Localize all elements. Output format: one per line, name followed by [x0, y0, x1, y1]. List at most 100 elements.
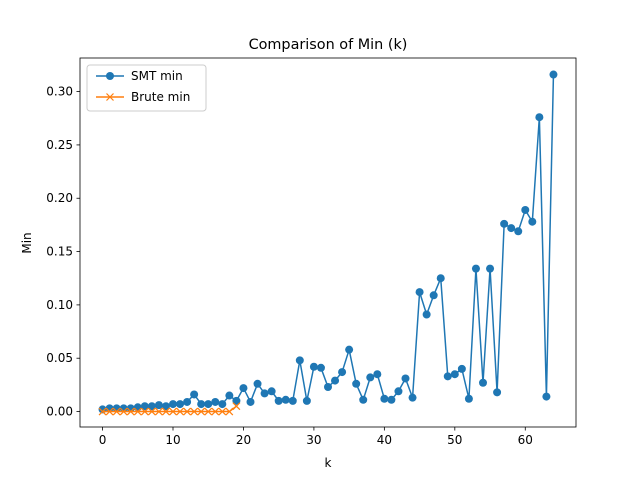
x-tick-label: 20 — [236, 433, 251, 447]
data-point — [133, 403, 142, 412]
data-point — [436, 274, 445, 283]
y-tick-label: 0.00 — [46, 405, 73, 419]
x-tick-label: 60 — [518, 433, 533, 447]
series-line — [102, 74, 555, 411]
data-point — [394, 387, 403, 396]
data-point — [190, 390, 199, 399]
data-point — [331, 376, 340, 385]
y-tick-label: 0.15 — [46, 245, 73, 259]
data-point — [443, 372, 452, 381]
data-point — [415, 288, 424, 297]
data-point — [429, 291, 438, 300]
data-point — [549, 70, 558, 79]
data-point — [479, 378, 487, 387]
data-point — [161, 402, 170, 411]
data-point — [211, 407, 220, 416]
data-point — [422, 310, 431, 319]
data-point — [140, 407, 149, 416]
data-point — [183, 397, 192, 406]
data-point — [450, 370, 459, 379]
data-point — [295, 356, 304, 365]
data-point — [401, 374, 410, 383]
legend: SMT min Brute min — [86, 64, 207, 112]
data-point — [359, 395, 368, 404]
data-point — [380, 394, 389, 403]
chart-title: Comparison of Min (k) — [249, 37, 408, 53]
series-0 — [98, 70, 558, 414]
data-point — [232, 402, 241, 411]
data-point — [119, 407, 128, 416]
legend-label-smt: SMT min — [131, 69, 183, 83]
data-point — [281, 395, 290, 404]
y-tick-label: 0.30 — [46, 85, 73, 99]
data-point — [190, 407, 199, 416]
data-point — [225, 391, 234, 400]
data-point — [218, 407, 227, 416]
legend-marker-brute — [106, 93, 114, 101]
data-point — [225, 407, 234, 416]
data-point — [373, 370, 382, 379]
x-tick-label: 40 — [377, 433, 392, 447]
x-tick-label: 50 — [447, 433, 462, 447]
data-point — [162, 407, 170, 416]
data-point — [133, 407, 142, 416]
data-point — [507, 224, 516, 233]
data-point — [387, 395, 396, 404]
data-point — [154, 407, 163, 416]
x-tick-label: 10 — [165, 433, 180, 447]
data-point — [345, 345, 354, 354]
data-point — [140, 402, 149, 411]
data-point — [514, 227, 523, 236]
data-point — [528, 217, 537, 226]
x-tick-label: 0 — [99, 433, 107, 447]
data-point — [338, 368, 347, 377]
data-point — [176, 400, 185, 409]
y-tick-label: 0.20 — [46, 191, 73, 205]
data-point — [316, 363, 325, 372]
data-point — [288, 396, 297, 405]
legend-x-marker — [106, 93, 114, 101]
data-point — [218, 400, 227, 409]
data-point — [542, 392, 551, 401]
data-point — [147, 402, 156, 411]
data-point — [204, 407, 213, 416]
data-point — [126, 407, 135, 416]
data-point — [169, 407, 177, 416]
data-point — [493, 388, 502, 397]
data-point — [302, 396, 311, 405]
data-point — [274, 396, 283, 405]
x-tick-label: 30 — [306, 433, 321, 447]
data-point — [253, 379, 262, 388]
data-point — [169, 400, 177, 409]
axes-frame — [79, 57, 577, 428]
data-point — [147, 407, 156, 416]
data-point — [197, 400, 206, 409]
ticks-layer: 0 10 20 30 40 50 60 0.00 0.05 0.10 0.15 0.20 0.25 0.3… — [46, 85, 533, 447]
y-axis-label: Min — [20, 232, 34, 253]
data-point — [232, 396, 241, 405]
data-point — [260, 389, 269, 398]
y-tick-label: 0.05 — [46, 351, 73, 365]
data-point — [183, 407, 192, 416]
data-point — [324, 383, 332, 392]
data-point — [112, 407, 121, 416]
legend-marker-smt — [106, 72, 114, 80]
data-point — [197, 407, 206, 416]
x-axis-label: k — [325, 456, 332, 470]
data-point — [204, 400, 213, 409]
data-point — [211, 397, 220, 406]
series-1 — [98, 402, 241, 416]
y-tick-label: 0.25 — [46, 138, 73, 152]
data-point — [98, 407, 107, 416]
data-point — [471, 264, 480, 273]
series-line — [102, 405, 237, 413]
data-point — [267, 387, 276, 396]
data-point — [457, 364, 466, 373]
data-point — [176, 407, 184, 416]
data-point — [535, 113, 544, 122]
data-point — [352, 379, 361, 388]
series-layer — [98, 70, 558, 416]
data-point — [154, 401, 163, 410]
y-tick-label: 0.10 — [46, 298, 73, 312]
